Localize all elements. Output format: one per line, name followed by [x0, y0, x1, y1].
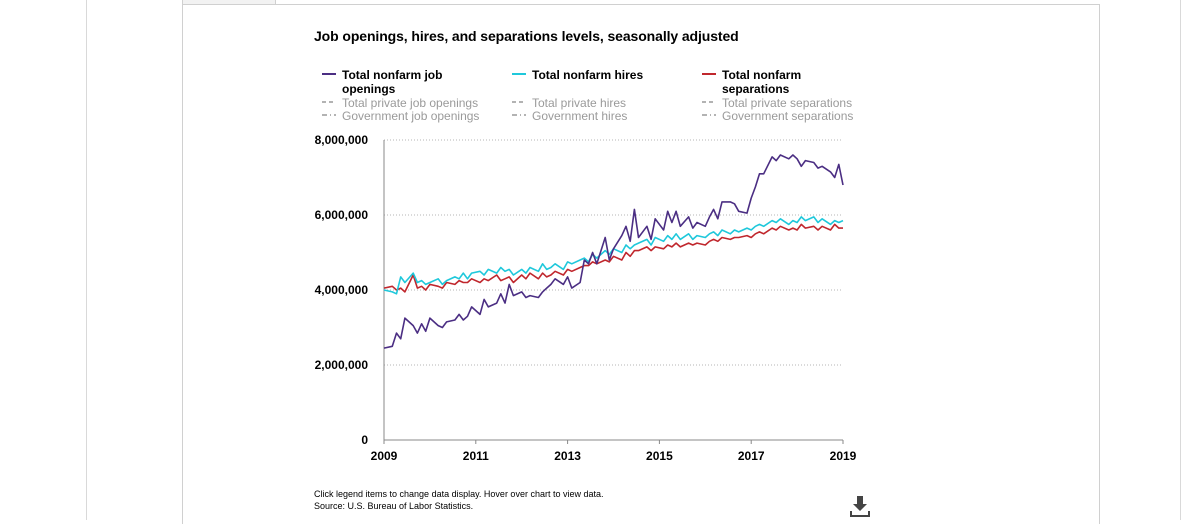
legend-swatch-dashdot [512, 109, 526, 121]
series-line-separations [383, 223, 843, 293]
download-icon[interactable] [849, 494, 871, 518]
x-tick-label: 2013 [554, 449, 581, 463]
legend-item-government-job-openings[interactable]: Government job openings [322, 109, 479, 123]
footer-note: Click legend items to change data displa… [314, 488, 603, 512]
footer-instructions: Click legend items to change data displa… [314, 489, 604, 499]
legend-label: Government separations [722, 109, 854, 123]
chart-panel [182, 4, 1100, 524]
legend-item-government-separations[interactable]: Government separations [702, 109, 853, 123]
x-tick-label: 2015 [646, 449, 673, 463]
legend-label: Government job openings [342, 109, 480, 123]
tab-stub[interactable] [182, 0, 276, 5]
legend-item-total-private-job-openings[interactable]: Total private job openings [322, 96, 478, 110]
x-tick-label: 2011 [463, 449, 489, 463]
legend-swatch-dashed [702, 96, 716, 108]
legend-label: Total nonfarm separations [722, 68, 802, 96]
page-rule-right [1180, 0, 1181, 520]
x-tick-label: 2017 [738, 449, 765, 463]
footer-source: Source: U.S. Bureau of Labor Statistics. [314, 501, 474, 511]
legend-item-total-private-hires[interactable]: Total private hires [512, 96, 626, 110]
legend-swatch-hires [512, 68, 526, 80]
chart-title: Job openings, hires, and separations lev… [314, 28, 739, 44]
legend-label: Total nonfarm job openings [342, 68, 443, 96]
legend-label: Government hires [532, 109, 628, 123]
legend-swatch-dashdot [322, 109, 336, 121]
y-tick-label: 2,000,000 [315, 358, 369, 372]
y-tick-label: 6,000,000 [315, 208, 369, 222]
legend-swatch-dashed [512, 96, 526, 108]
legend-item-total-nonfarm-separations[interactable]: Total nonfarm separations [702, 68, 872, 96]
legend-swatch-separations [702, 68, 716, 80]
series-line-openings [383, 154, 844, 349]
legend-item-total-nonfarm-job-openings[interactable]: Total nonfarm job openings [322, 68, 492, 96]
legend-label: Total private hires [532, 96, 627, 110]
x-tick-label: 2019 [830, 449, 857, 463]
legend-label: Total private job openings [342, 96, 479, 110]
legend-label: Total nonfarm hires [532, 68, 644, 82]
legend-item-total-nonfarm-hires[interactable]: Total nonfarm hires [512, 68, 682, 82]
legend-item-government-hires[interactable]: Government hires [512, 109, 627, 123]
legend-item-total-private-separations[interactable]: Total private separations [702, 96, 852, 110]
x-tick-label: 2009 [371, 449, 398, 463]
y-tick-label: 4,000,000 [315, 283, 369, 297]
page-rule-left [86, 0, 87, 520]
legend-swatch-openings [322, 68, 336, 80]
legend-label: Total private separations [722, 96, 853, 110]
legend-swatch-dashed [322, 96, 336, 108]
y-tick-label: 0 [361, 433, 368, 447]
y-tick-label: 8,000,000 [315, 133, 369, 147]
legend-swatch-dashdot [702, 109, 716, 121]
